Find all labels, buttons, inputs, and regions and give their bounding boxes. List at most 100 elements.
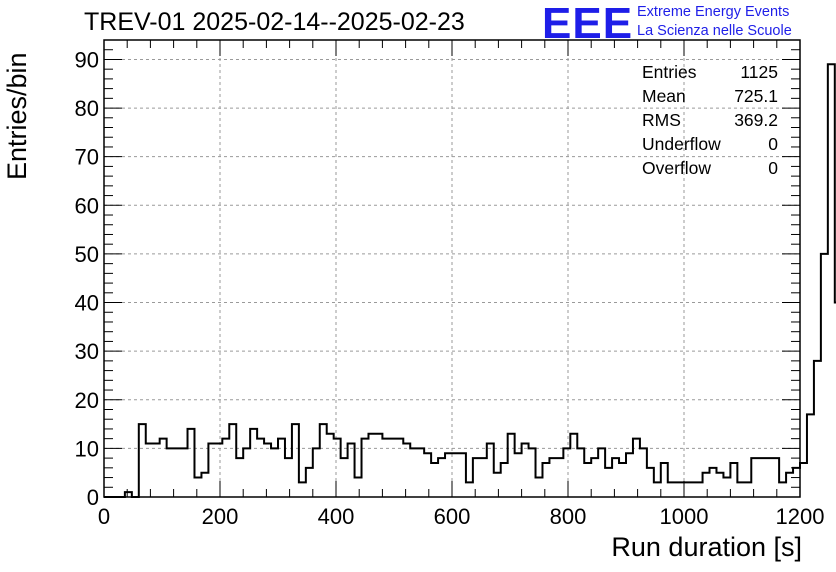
histogram-bin (410, 448, 417, 497)
stats-row-mean: Mean 725.1 (642, 84, 780, 108)
histogram-bin (160, 439, 167, 497)
histogram-bin (320, 424, 327, 497)
stats-row-rms: RMS 369.2 (642, 108, 780, 132)
histogram-bin (382, 439, 389, 497)
histogram-bin (821, 254, 828, 497)
histogram-bin (800, 463, 807, 497)
y-tick-label: 0 (87, 485, 99, 510)
histogram-bin (793, 468, 800, 497)
histogram-bin (215, 444, 222, 497)
histogram-bin (716, 473, 723, 497)
histogram-bin (396, 439, 403, 497)
histogram-bin (626, 453, 633, 497)
y-tick-label: 70 (75, 145, 99, 170)
histogram-bin (480, 458, 487, 497)
histogram-bin (139, 424, 146, 497)
histogram-bin (174, 448, 181, 497)
histogram-bin (264, 444, 271, 497)
histogram-bin (501, 463, 508, 497)
histogram-bin (403, 444, 410, 497)
histogram-bin (807, 414, 814, 497)
stats-row-underflow: Underflow 0 (642, 132, 780, 156)
histogram-bin (466, 482, 473, 497)
histogram-bin (445, 453, 452, 497)
histogram-bin (598, 448, 605, 497)
x-tick-label: 0 (98, 504, 110, 529)
histogram-bin (417, 448, 424, 497)
histogram-bin (772, 458, 779, 497)
histogram-bin (758, 458, 765, 497)
histogram-bin (515, 453, 522, 497)
histogram-step-line (104, 63, 836, 498)
stats-key: RMS (642, 110, 681, 130)
histogram-bin (459, 453, 466, 497)
histogram-bin (633, 439, 640, 497)
histogram-bin (647, 468, 654, 497)
x-axis-label: Run duration [s] (611, 532, 802, 562)
histogram-bin (222, 439, 229, 497)
histogram-bin (313, 448, 320, 497)
histogram-bin (619, 463, 626, 497)
histogram-bin (327, 434, 334, 497)
histogram-bin (257, 439, 264, 497)
histogram-bin (542, 463, 549, 497)
x-tick-label: 1000 (660, 504, 709, 529)
histogram-bin (299, 482, 306, 497)
histogram-bin (556, 458, 563, 497)
histogram-bin (584, 463, 591, 497)
histogram-bin (341, 458, 348, 497)
histogram-bin (355, 478, 362, 497)
y-tick-label: 20 (75, 388, 99, 413)
histogram-bin (473, 458, 480, 497)
chart-title: TREV-01 2025-02-14--2025-02-23 (84, 8, 465, 36)
histogram-bin (306, 468, 313, 497)
logo-line-2: La Scienza nelle Scuole (637, 23, 792, 39)
histogram-bin (723, 478, 730, 497)
axis-ticks (103, 39, 801, 498)
histogram-bin (271, 448, 278, 497)
grid-lines (104, 40, 800, 497)
stats-row-overflow: Overflow 0 (642, 156, 780, 180)
histogram-bin (146, 444, 153, 497)
histogram-bin (362, 439, 369, 497)
histogram-bin (612, 458, 619, 497)
histogram-bin (696, 482, 703, 497)
histogram-bin (487, 444, 494, 497)
histogram-bin (208, 444, 215, 497)
x-tick-label: 800 (550, 504, 587, 529)
histogram-bin (563, 448, 570, 497)
stats-value: 1125 (740, 62, 778, 82)
histogram-bin (508, 434, 515, 497)
histogram-bin (786, 473, 793, 497)
y-tick-label: 10 (75, 436, 99, 461)
eee-logo: EEE (542, 0, 634, 48)
histogram-bin (536, 478, 543, 497)
histogram-bin (605, 468, 612, 497)
histogram-bin (153, 444, 160, 497)
stats-row-entries: Entries 1125 (642, 60, 780, 84)
histogram-bin (431, 463, 438, 497)
logo-text: Extreme Energy Events La Scienza nelle S… (637, 3, 792, 41)
histogram-bin (285, 458, 292, 497)
tick-labels: 0 200 400 600 800 1000 1200 0 10 20 30 40 50 60 70 80 90 (75, 47, 825, 529)
histogram-bin (452, 453, 459, 497)
histogram-bin (779, 482, 786, 497)
histogram-bin (334, 439, 341, 497)
histogram-bin (292, 424, 299, 497)
stats-value: 0 (768, 134, 778, 154)
histogram-bin (201, 473, 208, 497)
histogram-bin (577, 448, 584, 497)
x-tick-label: 200 (202, 504, 239, 529)
histogram-bin (375, 434, 382, 497)
histogram-bin (424, 453, 431, 497)
histogram-bin (438, 458, 445, 497)
histogram-bin (278, 439, 285, 497)
histogram-bin (591, 458, 598, 497)
histogram-bin (828, 64, 835, 497)
histogram-bin (737, 482, 744, 497)
y-axis-label: Entries/bin (2, 52, 32, 180)
stats-box: Entries 1125 Mean 725.1 RMS 369.2 Underf… (642, 60, 780, 180)
histogram-bin (710, 468, 717, 497)
histogram-bin (751, 458, 758, 497)
